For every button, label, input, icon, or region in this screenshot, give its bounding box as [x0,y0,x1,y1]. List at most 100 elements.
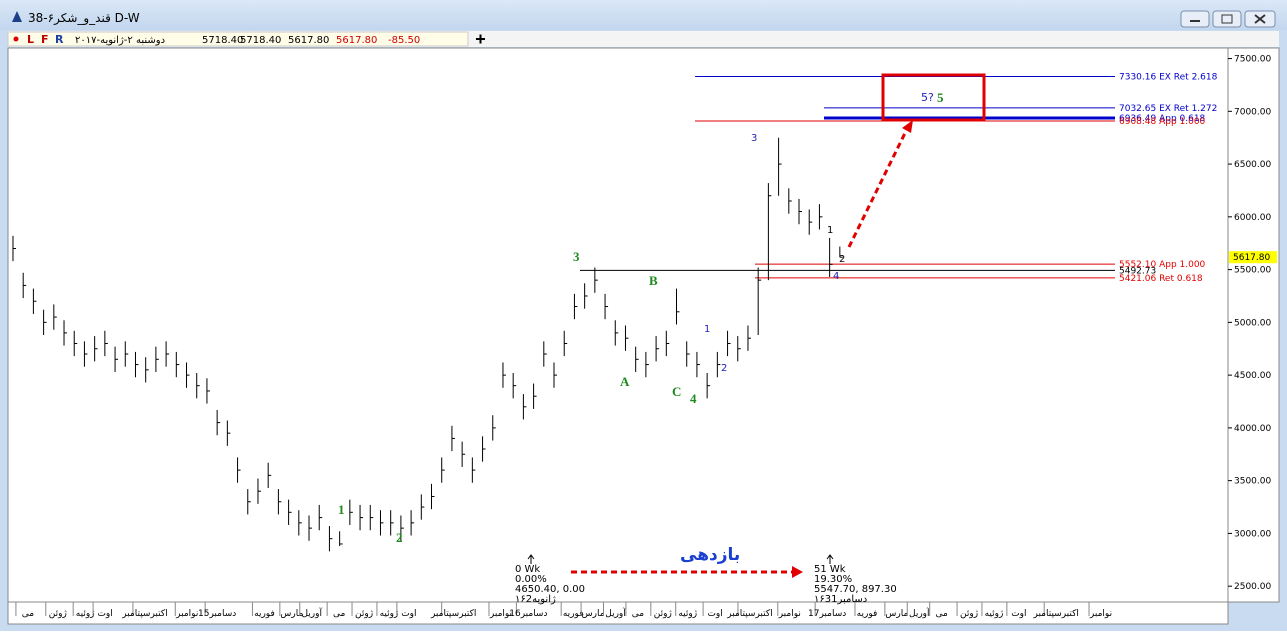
x-tick-label: می [22,609,35,619]
y-tick-label: 5500.00 [1234,266,1271,276]
annotation-marker [826,554,834,564]
x-tick-label: مارس [885,609,908,619]
x-tick-label: آوریل [605,607,626,619]
y-tick-label: 7500.00 [1234,55,1271,65]
x-tick-label: می [333,609,346,619]
y-tick-label: 6000.00 [1234,213,1271,223]
x-tick-label: فوریه [563,609,584,619]
annotation-line: 0.00% [515,574,547,585]
y-tick-label: 4000.00 [1234,424,1271,434]
toolbar-letter[interactable]: R [55,33,64,46]
y-tick-label: 4500.00 [1234,371,1271,381]
x-tick-label: ژوئیه [76,609,95,619]
target-box [881,73,986,122]
annotation-line: 5547.70, 897.30 [814,584,897,595]
toolbar-open: 5718.40 [202,35,243,46]
wave-label: 2 [721,363,727,374]
wave-label: 1 [827,225,833,236]
arrow-head [902,120,913,133]
x-tick-label: فوریه [254,609,275,619]
toolbar-letter[interactable]: F [41,33,49,46]
toolbar-close: 5617.80 [336,35,377,46]
x-tick-label: اکتبرسپتامبر [430,609,476,619]
x-tick-label: نوامبر [175,609,198,619]
window-title: قند_و_شکر۶-38 D-W [28,11,140,26]
x-tick-label: ژوئیه [678,609,697,619]
x-tick-label: اوت [1011,609,1026,619]
level-label: 7032.65 EX Ret 1.272 [1119,104,1217,114]
annotation-line: 4650.40, 0.00 [515,584,585,595]
level-label: 5552.10 App 1.000 [1119,260,1206,270]
x-tick-label: ژوئن [355,609,373,619]
annotation-marker [527,554,535,564]
annotation-line: ۱۶دسامبر31 [814,594,867,605]
x-tick-label: ژوئن [654,609,672,619]
y-tick-label: 3500.00 [1234,477,1271,487]
plot-area [7,47,1229,603]
annotation-line: 0 Wk [515,564,540,575]
level-label: 5492.73 [1119,266,1156,276]
toolbar-change: -85.50 [388,35,420,46]
x-tick-label: دسامبر16 [509,609,547,619]
level-label: 5421.06 Ret 0.618 [1119,274,1203,284]
x-tick-label: ژوئن [49,609,67,619]
status-dot [13,36,19,42]
title-bar [0,0,1287,30]
wave-label: 5? [921,91,934,104]
x-tick-label: ژوئیه [985,609,1004,619]
last-price-tag [1229,251,1277,264]
wave-label: 2 [839,254,845,265]
x-tick-label: ژوئن [960,609,978,619]
wave-label: 5 [937,90,944,105]
x-tick-label: نوامبر [778,609,801,619]
annotation-line: 19.30% [814,574,852,585]
wave-label: B [649,273,658,288]
level-label: 7330.16 EX Ret 2.618 [1119,72,1218,82]
last-price-label: 5617.80 [1233,253,1270,263]
x-tick-label: اکتبرسپتامبر [726,609,772,619]
y-tick-label: 6500.00 [1234,160,1271,170]
x-tick-label: دسامبر17 [808,609,846,619]
arrow-head [792,566,803,578]
wave-label: 3 [751,133,757,144]
x-tick-label: اوت [707,609,722,619]
x-tick-label: نوامبر [1089,609,1112,619]
x-tick-label: اوت [97,609,112,619]
x-tick-label: می [632,609,645,619]
wave-label: 1 [338,502,345,517]
plot: 2500.00 3000.00 3500.00 4000.00 4500.00 5000.… [12,55,1277,619]
x-tick-label: می [936,609,949,619]
toolbar-low: 5617.80 [288,35,329,46]
window-controls[interactable] [1180,10,1276,28]
wave-label: 4 [690,391,697,406]
toolbar-date: دوشنبه ۲-ژانویه-۲۰۱۷ [75,35,165,46]
minimize-button[interactable] [1180,10,1210,28]
wave-label: 4 [833,271,839,282]
app-icon [12,11,22,22]
add-button[interactable] [476,34,485,44]
maximize-button[interactable] [1212,10,1242,28]
x-tick-label: آوریل [301,607,322,619]
y-tick-label: 5000.00 [1234,318,1271,328]
x-tick-label: مارس [582,609,605,619]
x-tick-label: فوریه [857,609,878,619]
x-axis-area [7,601,1229,625]
x-tick-label: اوت [401,609,416,619]
x-tick-label: اکتبرسپتامبر [121,609,167,619]
toolbar-high: 5718.40 [240,35,281,46]
x-tick-label: ژوئیه [380,609,399,619]
x-tick-label: آوریل [909,607,930,619]
price-info-box [7,31,469,47]
x-tick-label: نوامبر [489,609,512,619]
toolbar-letter[interactable]: L [27,33,34,46]
wave-label: 1 [704,324,710,335]
y-tick-label: 7000.00 [1234,107,1271,117]
wave-label: 3 [573,249,580,264]
annotation-line: 51 Wk [814,564,846,575]
y-tick-label: 3000.00 [1234,529,1271,539]
projection-arrow [847,126,910,248]
wave-label: 2 [396,530,403,545]
y-tick-label: 2500.00 [1234,582,1271,592]
